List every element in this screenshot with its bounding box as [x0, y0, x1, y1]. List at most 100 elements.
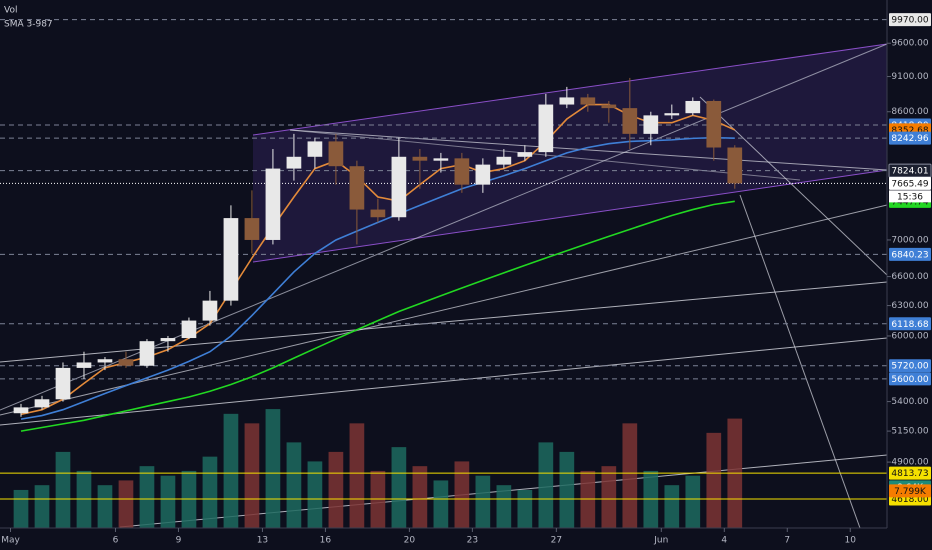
candle-body: [97, 359, 113, 363]
price-tag-box: [889, 317, 931, 331]
volume-bar: [202, 456, 218, 528]
volume-bar: [664, 485, 680, 528]
price-tag: 4813.73: [891, 469, 928, 479]
x-tick-label: 20: [404, 536, 416, 546]
price-tag: 9970.00: [891, 16, 928, 26]
candle-body: [139, 341, 155, 366]
volume-tag-box: [889, 484, 931, 498]
y-tick-label: 5150.00: [891, 427, 928, 437]
x-tick-label: 13: [257, 536, 268, 546]
volume-tag: 7.799K: [894, 487, 927, 497]
candle-body: [433, 158, 449, 161]
indicator-label: SMA 3-987: [4, 20, 53, 30]
candle-body: [643, 115, 659, 134]
candle-body: [349, 166, 365, 210]
price-tag-box: [889, 466, 931, 480]
volume-bar: [622, 423, 638, 528]
y-tick-label: 8600.00: [891, 107, 928, 117]
channel-upper: [252, 43, 888, 136]
price-axis: [887, 0, 932, 550]
candle-body: [328, 141, 344, 167]
price-tag: 5720.00: [891, 362, 928, 372]
trend-line: [0, 337, 888, 426]
y-tick-label: 7000.00: [891, 235, 928, 245]
price-tag-box: [889, 13, 931, 27]
candle-body: [223, 218, 239, 301]
candle-body: [307, 141, 323, 157]
volume-bar: [244, 423, 260, 528]
volume-bar: [34, 485, 50, 528]
candle-body: [412, 156, 428, 161]
x-tick-label: May: [1, 536, 20, 546]
candle-body: [685, 100, 701, 114]
candle-body: [475, 164, 491, 185]
y-tick-label: 9600.00: [891, 39, 928, 49]
candle-body: [391, 156, 407, 218]
candle-body: [538, 104, 554, 153]
price-tag: 5600.00: [891, 375, 928, 385]
volume-bar: [391, 447, 407, 528]
candle-body: [370, 209, 386, 218]
drawings: [0, 43, 888, 529]
x-tick-label: 4: [721, 536, 727, 546]
candle-body: [727, 147, 743, 184]
price-tag-box: [889, 359, 931, 373]
volume-bar: [13, 489, 29, 528]
candle-body: [13, 407, 29, 414]
price-tag-box: [889, 372, 931, 386]
trend-line: [289, 129, 801, 181]
x-tick-label: 16: [320, 536, 332, 546]
candle-body: [517, 152, 533, 157]
volume-bar: [55, 451, 71, 528]
volume-bar: [328, 451, 344, 528]
volume-bar: [265, 409, 281, 528]
x-tick-label: 27: [551, 536, 562, 546]
trend-line: [0, 204, 888, 416]
candle-body: [454, 158, 470, 185]
x-tick-label: 7: [784, 536, 790, 546]
price-tag: 6118.68: [891, 320, 928, 330]
price-tag: 6840.23: [891, 250, 928, 260]
volume-bar: [97, 485, 113, 528]
volume-bar: [286, 442, 302, 528]
marks: [0, 19, 887, 528]
volume-bar: [223, 413, 239, 528]
trend-line: [739, 194, 861, 529]
volume-bar: [517, 489, 533, 528]
volume-bar: [496, 485, 512, 528]
candle-body: [202, 300, 218, 321]
candle-body: [622, 108, 638, 134]
price-tag: 8242.96: [891, 134, 928, 144]
indicator-label: Vol: [4, 6, 17, 16]
volume-bar: [475, 475, 491, 528]
volume-bar: [349, 423, 365, 528]
price-tag: 7824.01: [891, 167, 928, 177]
countdown-box: [889, 190, 931, 203]
volume-bar: [433, 480, 449, 528]
candle-body: [76, 362, 92, 368]
y-tick-label: 5400.00: [891, 397, 928, 407]
candle-body: [265, 168, 281, 240]
x-tick-label: 10: [845, 536, 857, 546]
x-tick-label: 6: [113, 536, 119, 546]
price-tag: 4618.00: [891, 495, 928, 505]
candle-body: [160, 338, 176, 342]
channel-lower: [252, 169, 888, 263]
volume-bar: [685, 475, 701, 528]
candle-body: [118, 359, 134, 366]
volume-bar: [706, 432, 722, 528]
channel-fill: [253, 44, 887, 262]
volume-bar: [601, 466, 617, 528]
candle-body: [181, 320, 197, 339]
y-tick-label: 4900.00: [891, 458, 928, 468]
price-tag-box: [889, 176, 931, 190]
x-tick-label: 23: [467, 536, 478, 546]
candle-body: [559, 97, 575, 105]
volume-bar: [559, 451, 575, 528]
price-tag: 8352.68: [891, 126, 928, 136]
volume-bar: [538, 442, 554, 528]
x-tick-label: Jun: [653, 536, 668, 546]
volume-bar: [307, 461, 323, 528]
